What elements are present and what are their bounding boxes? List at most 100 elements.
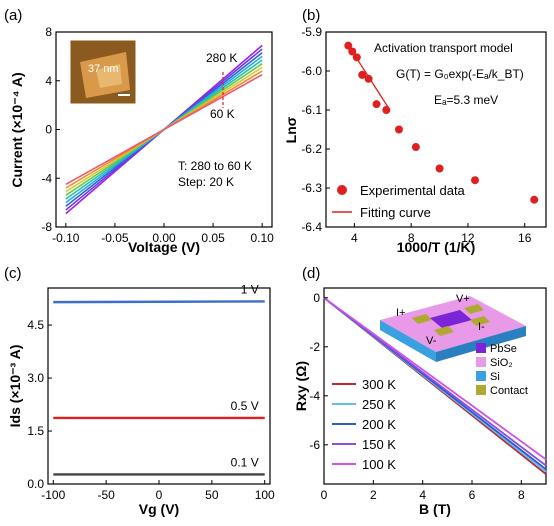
inset-legend-swatch xyxy=(476,343,486,353)
y-tick-label: -4 xyxy=(41,171,52,185)
panel-b-label: (b) xyxy=(302,7,320,24)
x-tick-label: 100 xyxy=(255,488,275,502)
y-tick-label: -4 xyxy=(309,389,320,403)
y-tick-label: -6.0 xyxy=(301,64,322,78)
x-tick-label: -50 xyxy=(97,488,115,502)
inset-legend-swatch xyxy=(476,385,486,395)
label-60k: 60 K xyxy=(210,107,235,121)
model-equation: G(T) = G₀exp(-Eₐ/k_BT) xyxy=(396,67,524,81)
panel-a-yticks: -8 -4 0 4 8 xyxy=(41,25,60,234)
experimental-point xyxy=(348,47,357,56)
bias-label: 1 V xyxy=(241,282,259,296)
legend-label: 150 K xyxy=(362,437,396,452)
y-tick-label: -6.2 xyxy=(301,142,322,156)
device-inset-legend: PbSe SiO₂ Si Contact xyxy=(476,343,528,397)
experimental-point xyxy=(372,100,381,109)
x-tick-label: 16 xyxy=(518,231,532,245)
panel-c-ylabel: Ids (×10⁻³ A) xyxy=(7,345,23,428)
experimental-point xyxy=(364,74,373,83)
panel-a-label: (a) xyxy=(4,7,22,24)
x-tick-label: 8 xyxy=(408,231,415,245)
x-tick-label: 0.05 xyxy=(201,231,225,245)
panel-a: (a) -0.10 -0.05 0.00 0.05 0.10 -8 -4 0 4 8 Volta… xyxy=(4,7,274,255)
panel-d: (d) 0 2 4 6 8 0 -2 -4 -6 B (T) Rxy (Ω) 300 K 250… xyxy=(293,265,547,517)
y-tick-label: -2 xyxy=(309,340,320,354)
panel-a-xlabel: Voltage (V) xyxy=(128,239,200,255)
afm-inset: 37 nm xyxy=(69,39,137,105)
bias-label: 0.5 V xyxy=(231,399,259,413)
label-280k: 280 K xyxy=(206,51,237,65)
x-tick-label: 0.00 xyxy=(152,231,176,245)
panel-b-ylabel: Lnσ xyxy=(283,116,299,143)
inset-legend-label: Contact xyxy=(490,385,528,397)
panel-d-frame xyxy=(323,287,547,485)
legend-label: 250 K xyxy=(362,397,396,412)
experimental-point xyxy=(435,164,444,173)
x-tick-label: -0.05 xyxy=(101,231,129,245)
panel-a-ylabel: Current (×10⁻⁴ A) xyxy=(9,72,25,187)
temp-range-label: T: 280 to 60 K xyxy=(178,159,252,173)
y-tick-label: -6 xyxy=(309,438,320,452)
x-tick-label: 12 xyxy=(461,231,475,245)
inset-v-minus: V- xyxy=(426,335,437,347)
experimental-point xyxy=(358,70,367,79)
legend-marker-experimental xyxy=(337,185,347,195)
panel-c-series: 1 V 0.5 V 0.1 V xyxy=(53,282,265,476)
y-tick-label: 8 xyxy=(45,25,52,39)
panel-c-xticks: -100 -50 0 50 100 xyxy=(41,480,275,502)
device-inset: V+ V- I+ I- xyxy=(380,293,526,362)
panel-c-xlabel: Vg (V) xyxy=(139,501,179,517)
x-tick-label: 50 xyxy=(205,488,219,502)
hall-curve xyxy=(323,297,547,461)
afm-thickness-label: 37 nm xyxy=(88,63,119,75)
bias-label: 0.1 V xyxy=(231,455,259,469)
legend-label: 100 K xyxy=(362,457,396,472)
model-ea: Eₐ=5.3 meV xyxy=(434,93,498,107)
x-tick-label: 8 xyxy=(518,488,525,502)
experimental-point xyxy=(394,125,403,134)
inset-legend-swatch xyxy=(476,371,486,381)
panel-b-series xyxy=(344,41,539,204)
x-tick-label: 6 xyxy=(469,488,476,502)
y-tick-label: 1.5 xyxy=(27,424,44,438)
y-tick-label: 0.0 xyxy=(27,477,44,491)
panel-d-xlabel: B (T) xyxy=(419,501,451,517)
y-tick-label: -5.9 xyxy=(301,25,322,39)
experimental-point xyxy=(352,53,361,62)
panel-c-yticks: 0.0 1.5 3.0 4.5 xyxy=(27,318,52,491)
panel-b: (b) 4 8 12 16 -5.9 -6.0 -6.1 -6.2 -6.3 -6.4 1000… xyxy=(283,7,547,255)
temp-step-label: Step: 20 K xyxy=(178,175,234,189)
legend-fitting: Fitting curve xyxy=(360,205,431,220)
panel-c-label: (c) xyxy=(4,265,22,282)
experimental-point xyxy=(411,143,420,152)
experimental-point xyxy=(471,176,480,185)
x-tick-label: 0 xyxy=(156,488,163,502)
inset-legend-label: SiO₂ xyxy=(490,357,513,369)
inset-i-plus: I+ xyxy=(396,307,405,319)
inset-i-minus: I- xyxy=(478,321,485,333)
legend-label: 300 K xyxy=(362,377,396,392)
panel-b-legend: Experimental data Fitting curve xyxy=(332,183,466,220)
panel-a-series xyxy=(65,44,263,215)
panel-d-yticks: 0 -2 -4 -6 xyxy=(309,291,328,452)
x-tick-label: 4 xyxy=(419,488,426,502)
x-tick-label: -100 xyxy=(41,488,65,502)
x-tick-label: 0.10 xyxy=(251,231,275,245)
legend-experimental: Experimental data xyxy=(360,183,466,198)
x-tick-label: -0.10 xyxy=(52,231,80,245)
panel-d-legend: 300 K 250 K 200 K 150 K 100 K xyxy=(332,377,396,472)
y-tick-label: 4 xyxy=(45,74,52,88)
panel-d-series xyxy=(323,297,547,475)
inset-v-plus: V+ xyxy=(456,293,470,305)
x-tick-label: 0 xyxy=(321,488,328,502)
y-tick-label: 4.5 xyxy=(27,318,44,332)
legend-label: 200 K xyxy=(362,417,396,432)
y-tick-label: -6.3 xyxy=(301,181,322,195)
y-tick-label: 0 xyxy=(313,291,320,305)
model-title: Activation transport model xyxy=(374,41,513,55)
panel-a-xticks: -0.10 -0.05 0.00 0.05 0.10 xyxy=(52,223,274,245)
iv-curve xyxy=(65,73,263,186)
y-tick-label: -6.1 xyxy=(301,103,322,117)
panel-d-label: (d) xyxy=(302,265,320,282)
